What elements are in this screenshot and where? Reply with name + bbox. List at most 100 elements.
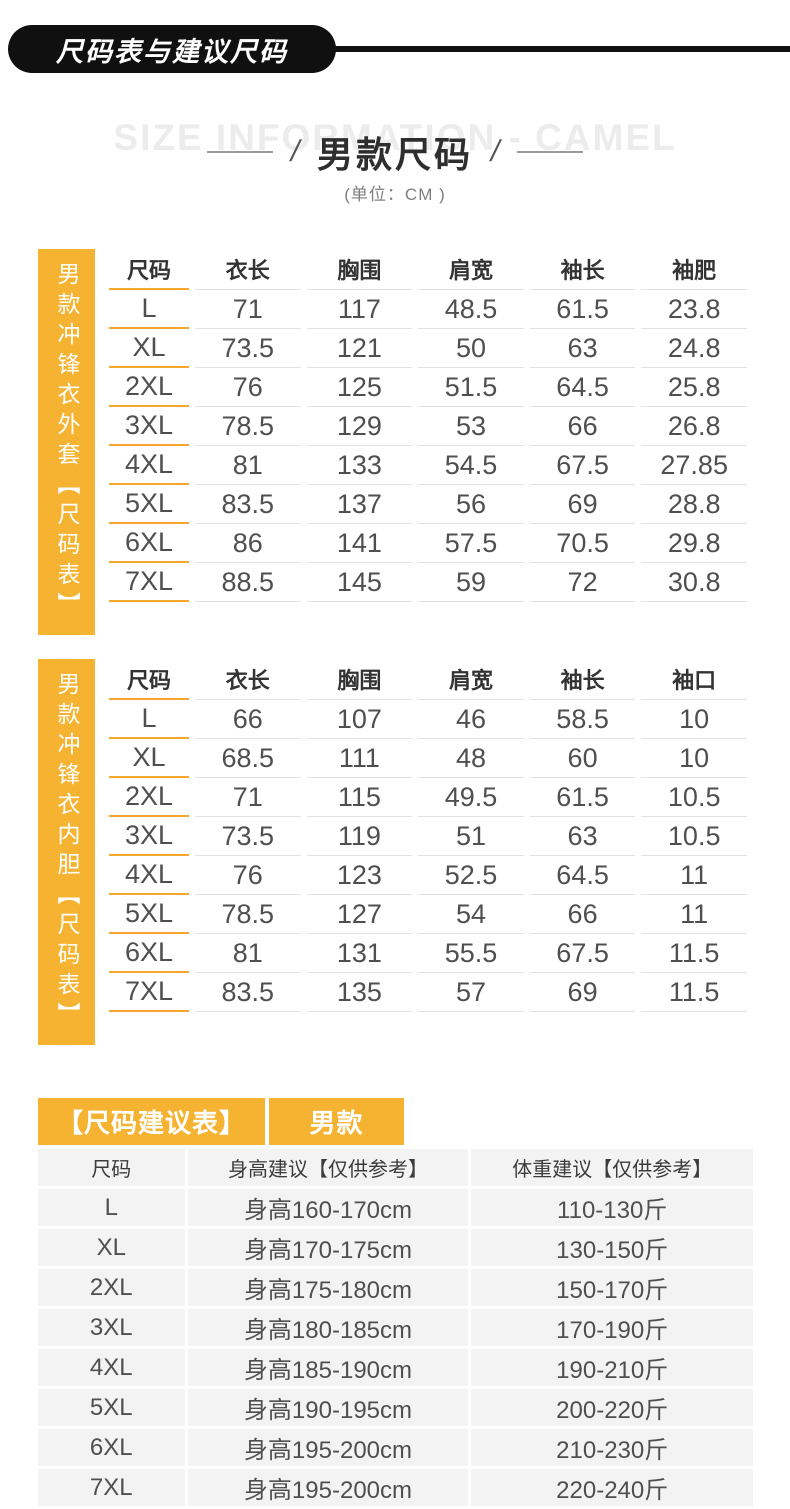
data-row: 2XL 身高175-180cm 150-170斤 [38, 1269, 753, 1309]
measure-value: 76 [195, 368, 301, 407]
size-label: 3XL [38, 1309, 185, 1349]
measure-value: 29.8 [641, 524, 747, 563]
measure-value: 137 [306, 485, 413, 524]
suggestion-value: 220-240斤 [468, 1469, 753, 1509]
data-row: 4XL 81 133 54.5 67.5 27.85 [109, 446, 747, 485]
banner-pill: 尺码表与建议尺码 [8, 25, 336, 73]
column-header: 肩宽 [418, 659, 524, 700]
data-row: XL 68.5 111 48 60 10 [109, 739, 747, 778]
size-label: 2XL [109, 368, 189, 407]
measure-value: 115 [306, 778, 413, 817]
measure-value: 61.5 [529, 290, 636, 329]
measure-value: 55.5 [418, 934, 524, 973]
measure-value: 133 [306, 446, 413, 485]
column-header: 衣长 [195, 249, 301, 290]
data-row: XL 73.5 121 50 63 24.8 [109, 329, 747, 368]
size-label: XL [38, 1229, 185, 1269]
measure-value: 46 [418, 700, 524, 739]
measure-value: 63 [529, 817, 636, 856]
measure-value: 83.5 [195, 973, 301, 1012]
measure-value: 123 [306, 856, 413, 895]
sidebar-label-sub: 【尺码表】 [54, 882, 80, 1032]
measure-value: 125 [306, 368, 413, 407]
banner-rule-line [310, 46, 790, 52]
measure-value: 11.5 [641, 973, 747, 1012]
size-label: 3XL [109, 817, 189, 856]
measure-value: 119 [306, 817, 413, 856]
suggestion-value: 身高170-175cm [184, 1229, 469, 1269]
suggestion-table: 尺码 身高建议【仅供参考】 体重建议【仅供参考】 L 身高160-170cm 110-13… [38, 1149, 753, 1509]
measurement-table: 尺码 衣长 胸围 肩宽 袖长 袖肥 L 71 117 48.5 61.5 23.8 XL 73.5 121 5… [103, 249, 753, 602]
data-row: 7XL 88.5 145 59 72 30.8 [109, 563, 747, 602]
measure-value: 10 [641, 739, 747, 778]
size-label: 5XL [38, 1389, 185, 1429]
suggestion-value: 身高195-200cm [184, 1469, 469, 1509]
measure-value: 78.5 [195, 407, 301, 446]
suggestion-tabs: 【尺码建议表】 男款 [38, 1098, 753, 1145]
measure-value: 73.5 [195, 329, 301, 368]
size-label: XL [109, 739, 189, 778]
size-label: L [109, 290, 189, 329]
measure-value: 57.5 [418, 524, 524, 563]
measure-value: 56 [418, 485, 524, 524]
measure-value: 81 [195, 934, 301, 973]
suggestion-value: 190-210斤 [468, 1349, 753, 1389]
measure-value: 52.5 [418, 856, 524, 895]
suggestion-value: 身高180-185cm [184, 1309, 469, 1349]
column-header: 胸围 [306, 249, 413, 290]
suggestion-value: 110-130斤 [468, 1189, 753, 1229]
measurement-table: 尺码 衣长 胸围 肩宽 袖长 袖口 L 66 107 46 58.5 10 XL 68.5 111 48 60 1… [103, 659, 753, 1012]
data-row: 4XL 身高185-190cm 190-210斤 [38, 1349, 753, 1389]
measure-value: 27.85 [641, 446, 747, 485]
column-header: 袖肥 [641, 249, 747, 290]
measure-value: 107 [306, 700, 413, 739]
measure-value: 66 [195, 700, 301, 739]
measure-value: 30.8 [641, 563, 747, 602]
measure-value: 25.8 [641, 368, 747, 407]
measure-value: 66 [529, 895, 636, 934]
page-title: 男款尺码 [316, 134, 473, 175]
suggestion-value: 210-230斤 [468, 1429, 753, 1469]
sidebar-label-main: 男款冲锋衣外套 [54, 262, 80, 472]
measure-value: 63 [529, 329, 636, 368]
suggestion-value: 170-190斤 [468, 1309, 753, 1349]
banner-title: 尺码表与建议尺码 [56, 36, 288, 67]
measure-value: 51.5 [418, 368, 524, 407]
size-label: 4XL [38, 1349, 185, 1389]
measure-value: 11.5 [641, 934, 747, 973]
size-label: 7XL [109, 973, 189, 1012]
data-row: 5XL 身高190-195cm 200-220斤 [38, 1389, 753, 1429]
measure-value: 88.5 [195, 563, 301, 602]
measure-value: 78.5 [195, 895, 301, 934]
title-slash-left: / [287, 135, 303, 168]
measure-value: 57 [418, 973, 524, 1012]
measure-value: 145 [306, 563, 413, 602]
measure-value: 71 [195, 290, 301, 329]
measure-value: 69 [529, 485, 636, 524]
data-row: 5XL 78.5 127 54 66 11 [109, 895, 747, 934]
data-row: L 66 107 46 58.5 10 [109, 700, 747, 739]
suggestion-value: 200-220斤 [468, 1389, 753, 1429]
data-row: 6XL 86 141 57.5 70.5 29.8 [109, 524, 747, 563]
measure-value: 48.5 [418, 290, 524, 329]
data-row: L 身高160-170cm 110-130斤 [38, 1189, 753, 1229]
suggestion-value: 身高190-195cm [184, 1389, 469, 1429]
size-label: 2XL [38, 1269, 185, 1309]
header-row: 尺码 身高建议【仅供参考】 体重建议【仅供参考】 [38, 1149, 753, 1189]
suggestion-value: 身高195-200cm [184, 1429, 469, 1469]
size-suggestion-section: 【尺码建议表】 男款 尺码 身高建议【仅供参考】 体重建议【仅供参考】 L 身高160-… [38, 1098, 753, 1509]
size-label: 2XL [109, 778, 189, 817]
measure-value: 67.5 [529, 446, 636, 485]
measure-value: 59 [418, 563, 524, 602]
size-label: 7XL [38, 1469, 185, 1509]
measure-value: 54 [418, 895, 524, 934]
size-label: 6XL [38, 1429, 185, 1469]
measure-value: 83.5 [195, 485, 301, 524]
measure-value: 66 [529, 407, 636, 446]
measure-value: 64.5 [529, 856, 636, 895]
measure-value: 49.5 [418, 778, 524, 817]
column-header: 袖长 [529, 249, 636, 290]
measure-value: 70.5 [529, 524, 636, 563]
data-row: L 71 117 48.5 61.5 23.8 [109, 290, 747, 329]
measure-value: 11 [641, 895, 747, 934]
